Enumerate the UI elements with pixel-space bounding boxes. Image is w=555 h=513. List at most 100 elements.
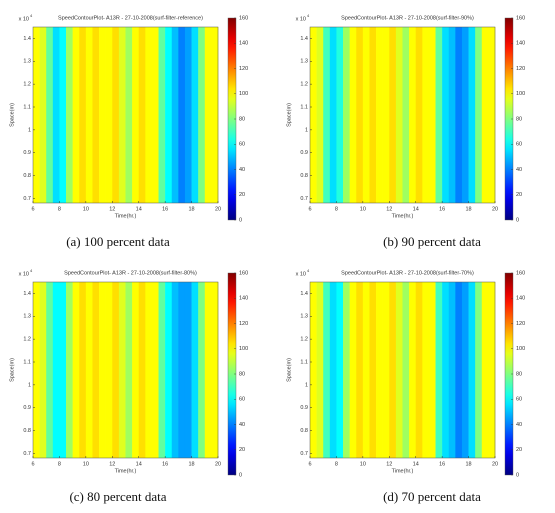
- heat-cell: [112, 27, 120, 203]
- heat-cell: [488, 27, 496, 203]
- heat-cell: [204, 27, 212, 203]
- heat-cell: [455, 27, 463, 203]
- heat-cell: [191, 282, 199, 458]
- colorbar-tick-label: 160: [239, 270, 248, 276]
- x-tick-label: 8: [58, 206, 61, 212]
- heat-cell: [329, 27, 337, 203]
- x-tick-label: 6: [31, 461, 34, 467]
- heat-cell: [33, 27, 40, 203]
- heat-cell: [349, 282, 357, 458]
- colorbar-tick-label: 0: [239, 217, 242, 223]
- x-tick-label: 10: [83, 461, 89, 467]
- heat-cell: [442, 282, 450, 458]
- heat-cell: [132, 27, 140, 203]
- colorbar-tick-label: 80: [516, 371, 522, 377]
- plot-title: SpeedContourPlot- A13R - 27-10-2008(surf…: [58, 15, 203, 21]
- y-tick-label: 1.4: [300, 36, 308, 42]
- colorbar-tick-label: 80: [239, 371, 245, 377]
- heat-cell: [211, 282, 219, 458]
- y-exponent: 4: [307, 13, 310, 18]
- plot-title: SpeedContourPlot- A13R - 27-10-2008(surf…: [341, 270, 474, 276]
- x-tick-label: 18: [189, 206, 195, 212]
- heat-cell: [409, 27, 417, 203]
- heat-cell: [158, 282, 166, 458]
- heat-cell: [85, 282, 93, 458]
- y-tick-label: 1.3: [23, 59, 31, 65]
- heat-cell: [475, 27, 483, 203]
- x-tick-label: 8: [335, 461, 338, 467]
- colorbar-tick-label: 140: [239, 296, 248, 302]
- colorbar-tick-label: 60: [516, 142, 522, 148]
- heat-cell: [382, 27, 390, 203]
- y-tick-label: 1: [28, 382, 31, 388]
- x-tick-label: 14: [136, 206, 142, 212]
- heat-cell: [422, 282, 430, 458]
- plot-frame: [32, 281, 219, 459]
- plot-frame: [32, 26, 219, 204]
- heat-cell: [92, 27, 100, 203]
- y-tick-label: 1.1: [23, 104, 31, 110]
- y-tick-label: 0.7: [23, 196, 31, 202]
- y-tick-label: 1.2: [23, 337, 31, 343]
- y-exponent: 4: [30, 268, 33, 273]
- heat-cell: [369, 282, 377, 458]
- x-tick-label: 6: [308, 206, 311, 212]
- x-tick-label: 16: [439, 206, 445, 212]
- heat-cell: [389, 282, 397, 458]
- heat-cell: [72, 282, 80, 458]
- y-tick-label: 0.9: [23, 150, 31, 156]
- colorbar-tick-label: 100: [516, 91, 525, 97]
- y-tick-label: 1.2: [300, 337, 308, 343]
- heat-cell: [329, 282, 337, 458]
- heat-cell: [435, 27, 443, 203]
- y-exponent: 4: [307, 268, 310, 273]
- y-tick-label: 1.4: [23, 36, 31, 42]
- heat-cell: [165, 282, 173, 458]
- colorbar-tick-label: 120: [516, 66, 525, 72]
- heat-cell: [46, 27, 54, 203]
- colorbar-tick-label: 80: [239, 116, 245, 122]
- colorbar-tick-label: 40: [239, 422, 245, 428]
- heat-cell: [448, 282, 456, 458]
- y-axis-label: Space(m): [286, 103, 292, 127]
- y-tick-label: 1: [28, 127, 31, 133]
- y-tick-label: 1: [305, 127, 308, 133]
- y-exponent-label: x 10: [19, 16, 29, 22]
- heat-cell: [138, 282, 146, 458]
- heat-cell: [151, 282, 159, 458]
- y-tick-label: 1.2: [300, 82, 308, 88]
- heat-cell: [204, 282, 212, 458]
- heat-cell: [184, 282, 192, 458]
- y-tick-label: 0.8: [300, 173, 308, 179]
- heat-cell: [389, 27, 397, 203]
- y-tick-label: 0.8: [23, 428, 31, 434]
- y-tick-label: 1.1: [300, 104, 308, 110]
- x-tick-label: 10: [83, 206, 89, 212]
- y-tick-label: 0.9: [300, 150, 308, 156]
- heat-cell: [92, 282, 100, 458]
- heat-cell: [99, 27, 106, 203]
- heat-cell: [415, 27, 423, 203]
- heat-cell: [395, 27, 403, 203]
- heat-cell: [336, 27, 344, 203]
- heat-cell: [118, 282, 126, 458]
- heat-cell: [409, 282, 417, 458]
- heat-cell: [428, 27, 436, 203]
- colorbar-tick-label: 60: [516, 397, 522, 403]
- heat-cell: [211, 27, 219, 203]
- heat-cell: [362, 27, 370, 203]
- y-axis-label: Space(m): [9, 358, 15, 382]
- heat-cell: [323, 282, 331, 458]
- heat-cell: [402, 27, 410, 203]
- x-tick-label: 14: [413, 206, 419, 212]
- x-tick-label: 20: [215, 206, 221, 212]
- heat-cell: [105, 27, 113, 203]
- heat-cell: [395, 282, 403, 458]
- y-tick-label: 1.1: [23, 359, 31, 365]
- colorbar-tick-label: 20: [516, 447, 522, 453]
- heat-cell: [184, 27, 192, 203]
- heat-cell: [481, 27, 489, 203]
- colorbar-tick-label: 160: [516, 15, 525, 21]
- heat-cell: [422, 27, 430, 203]
- heat-cell: [46, 282, 54, 458]
